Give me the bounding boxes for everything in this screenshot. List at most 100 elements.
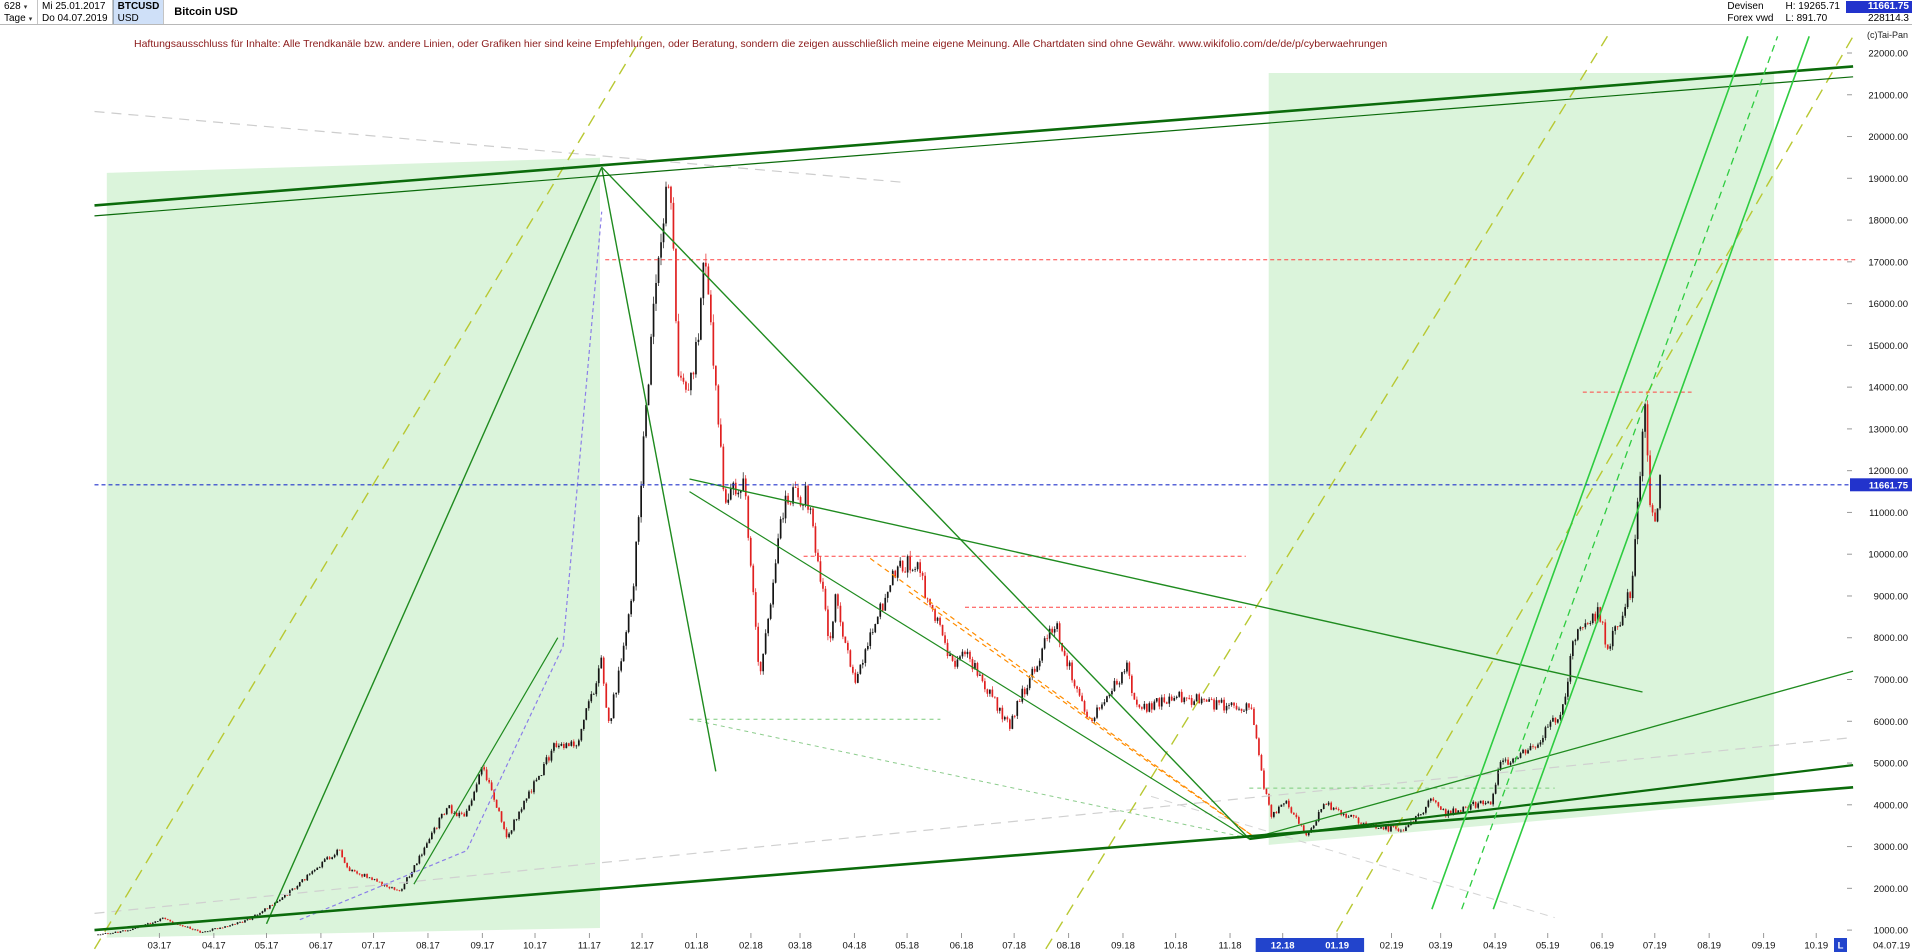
dropdown-arrow-icon: ▾ <box>28 16 33 23</box>
downtrend-steep-from-peak <box>601 167 717 772</box>
period-dropdown[interactable]: Tage ▾ <box>4 13 33 25</box>
bars-count-value: 628 <box>4 1 21 12</box>
x-axis-label: 01.18 <box>685 941 709 952</box>
y-axis-label: 15000.00 <box>1868 341 1908 352</box>
date-from: Mi 25.01.2017 <box>42 1 106 12</box>
end-date-label: 04.07.19 <box>1873 941 1910 952</box>
y-axis-label: 3000.00 <box>1874 842 1908 853</box>
x-axis-label: 05.17 <box>255 941 279 952</box>
chart-header: 628 ▾ Tage ▾ Mi 25.01.2017 Do 04.07.2019 B… <box>0 0 1912 25</box>
x-axis-label: 06.18 <box>950 941 974 952</box>
y-axis-label: 13000.00 <box>1868 424 1908 435</box>
y-axis-label: 12000.00 <box>1868 466 1908 477</box>
bars-count-dropdown[interactable]: 628 ▾ <box>4 1 33 13</box>
y-axis-label: 18000.00 <box>1868 216 1908 227</box>
y-axis-label: 21000.00 <box>1868 90 1908 101</box>
x-axis-label: 05.18 <box>895 941 919 952</box>
currency-label: USD <box>117 13 139 24</box>
x-axis-label: 03.17 <box>148 941 172 952</box>
parabolic-support-2017 <box>299 211 603 921</box>
x-axis-label: 06.17 <box>309 941 333 952</box>
x-axis-label: 10.19 <box>1804 941 1828 952</box>
x-axis-label: 11.18 <box>1219 941 1242 952</box>
fan-line-yellow-right <box>1325 35 1854 950</box>
x-axis-label: 10.17 <box>523 941 547 952</box>
low-readout: L: 891.70 <box>1785 13 1828 24</box>
channel-top-parallel <box>94 76 1854 217</box>
category-line2: Forex vwd <box>1727 13 1774 24</box>
dropdown-arrow-icon: ▾ <box>23 4 28 11</box>
x-axis-label: 03.19 <box>1429 941 1453 952</box>
fan-line-yellow-left <box>93 35 643 950</box>
x-axis-label: 09.17 <box>470 941 494 952</box>
x-axis-label: 04.19 <box>1483 941 1507 952</box>
x-axis-label: 02.19 <box>1380 941 1404 952</box>
x-axis-label: 10.18 <box>1164 941 1188 952</box>
end-marker <box>1834 938 1847 952</box>
end-marker-label: L <box>1838 941 1844 952</box>
y-axis-label: 9000.00 <box>1874 591 1908 602</box>
x-axis-label: 11.17 <box>578 941 601 952</box>
minor-decline-line <box>689 718 1250 839</box>
y-axis-label: 7000.00 <box>1874 675 1908 686</box>
y-axis-label: 10000.00 <box>1868 550 1908 561</box>
x-axis-label: 08.19 <box>1697 941 1721 952</box>
x-axis-label: 09.18 <box>1111 941 1135 952</box>
trend-regions <box>106 73 1775 938</box>
x-axis-label: 06.19 <box>1590 941 1614 952</box>
x-axis-label: 03.18 <box>788 941 812 952</box>
y-axis-label: 17000.00 <box>1868 257 1908 268</box>
y-axis-label: 5000.00 <box>1874 759 1908 770</box>
x-axis-label: 01.19 <box>1325 941 1349 952</box>
y-axis-label: 14000.00 <box>1868 383 1908 394</box>
rally-2017-parallel <box>413 637 559 885</box>
y-axis-label: 8000.00 <box>1874 633 1908 644</box>
x-axis-label: 07.18 <box>1002 941 1026 952</box>
orange-downtrend-1 <box>869 557 1254 837</box>
symbol-cell[interactable]: BTCUSD USD <box>112 0 165 24</box>
bull-channel-region-2019 <box>1268 73 1775 845</box>
candlestick-series[interactable] <box>97 181 1661 936</box>
y-axis-label: 1000.00 <box>1874 926 1908 937</box>
symbol-label: BTCUSD <box>117 1 160 12</box>
price-axis[interactable]: 22000.00 21000.00 20000.00 19000.00 18000.00… <box>1847 49 1912 937</box>
x-axis-label: 08.18 <box>1057 941 1081 952</box>
date-to: Do 04.07.2019 <box>42 13 108 24</box>
y-axis-label: 22000.00 <box>1868 49 1908 60</box>
steep-2019-dashed <box>1461 36 1779 910</box>
last-price-marker-label: 11661.75 <box>1869 480 1909 491</box>
y-axis-label: 11000.00 <box>1869 508 1908 519</box>
channel-top-main <box>94 65 1854 207</box>
x-axis-label: 09.19 <box>1752 941 1776 952</box>
x-axis-label: 07.19 <box>1643 941 1667 952</box>
x-axis-label: 12.18 <box>1271 941 1295 952</box>
x-axis-label: 12.17 <box>630 941 654 952</box>
rally-2019-support <box>1249 670 1854 840</box>
category-line1: Devisen <box>1727 1 1764 12</box>
support-right-rising <box>1249 764 1854 841</box>
high-readout: H: 19265.71 <box>1785 1 1841 12</box>
support-long-main <box>94 786 1854 932</box>
y-axis-label: 2000.00 <box>1874 884 1908 895</box>
steep-2019-channel-1 <box>1431 36 1749 910</box>
volume-readout: 228114.3 <box>1868 13 1909 24</box>
steep-2019-channel-2 <box>1492 36 1810 910</box>
y-axis-label: 19000.00 <box>1868 174 1908 185</box>
bull-channel-region-2017 <box>106 157 601 938</box>
disclaimer-text: Haftungsausschluss für Inhalte: Alle Tre… <box>134 38 1388 50</box>
last-price-marker <box>1850 478 1912 492</box>
y-axis-label: 4000.00 <box>1874 800 1908 811</box>
instrument-title: Bitcoin USD <box>174 6 238 18</box>
y-axis-label: 20000.00 <box>1868 132 1908 143</box>
x-axis-label: 07.17 <box>362 941 386 952</box>
x-axis-label: 05.19 <box>1536 941 1560 952</box>
y-axis-label: 6000.00 <box>1874 717 1908 728</box>
downtrend-resistance-2018 <box>689 478 1643 693</box>
copyright-label: (c)Tai-Pan <box>1866 30 1908 40</box>
x-axis-label: 04.17 <box>202 941 226 952</box>
time-axis-highlight <box>1255 938 1365 952</box>
time-axis[interactable]: 03.17 04.17 05.17 06.17 07.17 08.17 09.17 10.17… <box>148 933 1910 952</box>
x-axis-label: 04.18 <box>843 941 867 952</box>
old-trendline-low-right <box>1150 795 1555 919</box>
